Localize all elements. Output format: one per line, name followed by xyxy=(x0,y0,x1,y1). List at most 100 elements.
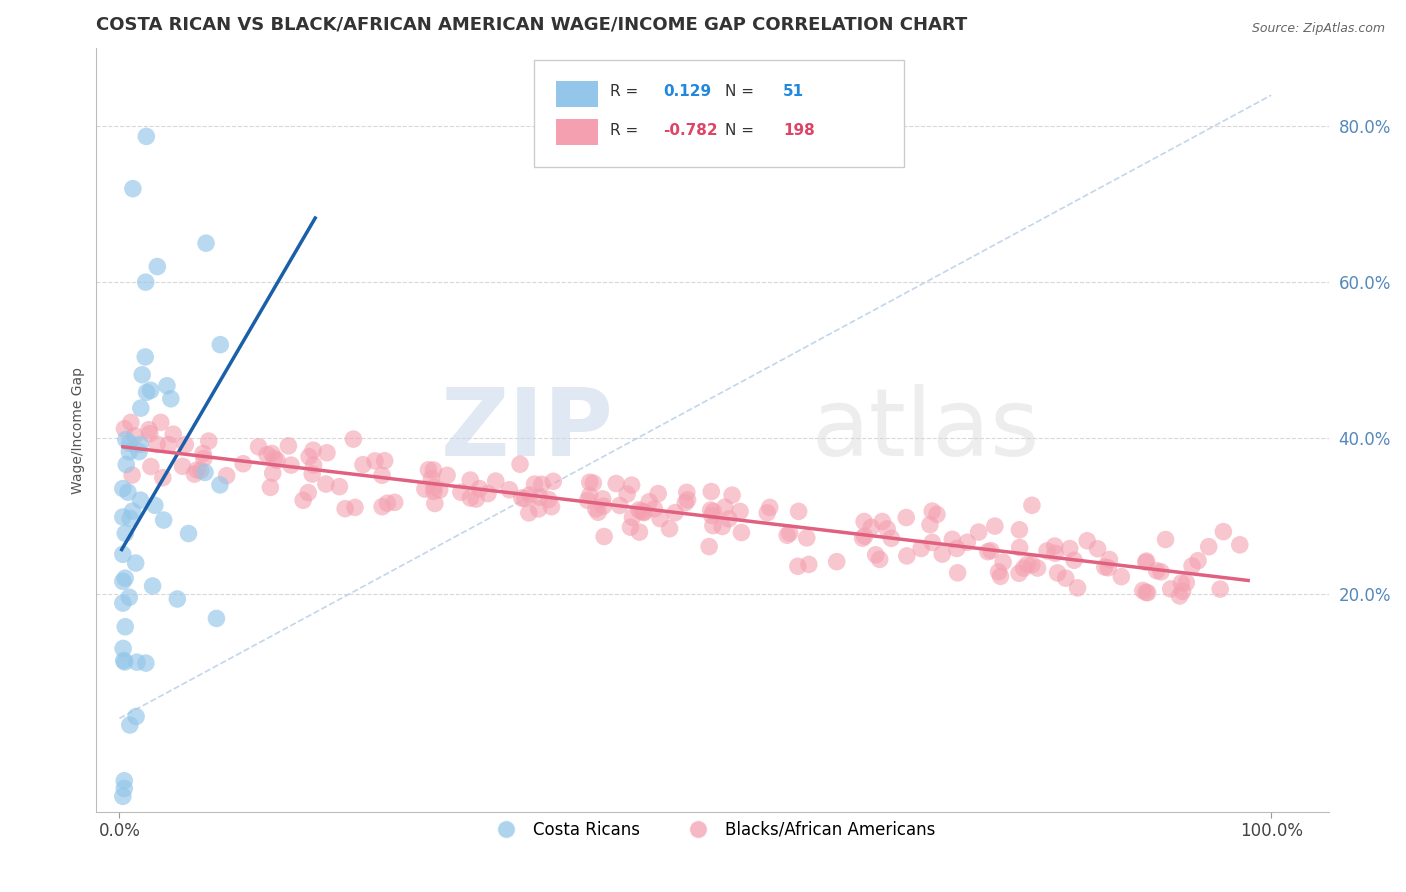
Point xyxy=(1087,541,1109,556)
Point xyxy=(643,501,665,516)
Point xyxy=(537,492,560,507)
Point xyxy=(896,549,918,563)
Point xyxy=(1043,546,1066,560)
Point xyxy=(510,491,533,505)
Point xyxy=(333,501,356,516)
Point xyxy=(205,611,228,625)
Point xyxy=(776,528,799,542)
Point xyxy=(758,500,780,515)
Text: -0.782: -0.782 xyxy=(664,122,718,137)
Point xyxy=(987,565,1010,579)
Point xyxy=(498,483,520,497)
Point xyxy=(648,511,671,525)
Point xyxy=(174,438,197,452)
Point xyxy=(700,484,723,499)
Point xyxy=(193,451,215,466)
Point xyxy=(195,236,218,251)
Point xyxy=(256,448,278,462)
Text: N =: N = xyxy=(725,122,759,137)
Point xyxy=(529,490,551,504)
Point xyxy=(352,458,374,472)
Point xyxy=(865,548,887,562)
Point xyxy=(586,505,609,519)
Point xyxy=(247,440,270,454)
Text: R =: R = xyxy=(610,122,644,137)
Point xyxy=(315,477,337,491)
Point xyxy=(209,337,232,351)
Point xyxy=(190,463,212,477)
Point xyxy=(1026,561,1049,575)
Point xyxy=(114,620,136,634)
Point xyxy=(423,480,446,494)
Point xyxy=(921,504,943,518)
Point xyxy=(114,433,136,447)
Point xyxy=(142,579,165,593)
Point xyxy=(658,522,681,536)
Point xyxy=(582,476,605,491)
Point xyxy=(1046,566,1069,580)
Point xyxy=(111,789,134,804)
Point xyxy=(721,488,744,502)
Point xyxy=(977,544,1000,558)
Point xyxy=(215,468,238,483)
Point xyxy=(1187,554,1209,568)
Point xyxy=(620,478,643,492)
Point xyxy=(786,559,808,574)
Point xyxy=(156,378,179,392)
Point xyxy=(191,446,214,460)
Point xyxy=(134,350,156,364)
Point xyxy=(853,529,876,543)
Point xyxy=(946,566,969,580)
Point xyxy=(146,260,169,274)
Point xyxy=(1132,583,1154,598)
Point xyxy=(111,482,134,496)
Point xyxy=(1094,560,1116,574)
Point xyxy=(120,511,142,525)
Point xyxy=(1160,582,1182,596)
Point xyxy=(280,458,302,472)
Point xyxy=(114,655,136,669)
Point xyxy=(302,458,325,472)
Point xyxy=(371,500,394,514)
Point xyxy=(1135,555,1157,569)
Point xyxy=(111,596,134,610)
Point xyxy=(628,525,651,540)
Point xyxy=(135,385,157,400)
Point xyxy=(124,556,146,570)
Point xyxy=(880,531,903,545)
Point xyxy=(921,535,943,549)
Point xyxy=(112,654,135,668)
Point xyxy=(1168,589,1191,603)
Point xyxy=(277,439,299,453)
Point xyxy=(1066,581,1088,595)
Point xyxy=(377,496,399,510)
Point xyxy=(578,488,600,502)
Point xyxy=(1012,561,1035,575)
Point xyxy=(592,491,614,506)
Point xyxy=(1170,576,1192,591)
Point xyxy=(450,485,472,500)
Point xyxy=(429,483,451,497)
Point xyxy=(292,493,315,508)
Point xyxy=(422,463,444,477)
Point xyxy=(1229,538,1251,552)
Point xyxy=(423,484,446,499)
Point xyxy=(114,571,136,585)
Point xyxy=(852,531,875,545)
Point xyxy=(673,496,696,510)
Point xyxy=(115,458,138,472)
Point xyxy=(157,437,180,451)
Text: Source: ZipAtlas.com: Source: ZipAtlas.com xyxy=(1251,22,1385,36)
Point xyxy=(853,515,876,529)
Point xyxy=(122,182,145,196)
Point xyxy=(1008,541,1031,555)
Point xyxy=(523,477,546,491)
Point xyxy=(1150,565,1173,579)
FancyBboxPatch shape xyxy=(555,120,598,145)
Point xyxy=(756,506,779,520)
Point xyxy=(540,500,562,514)
Point xyxy=(112,641,135,656)
Point xyxy=(125,655,148,669)
Point xyxy=(1135,585,1157,599)
Point xyxy=(925,508,948,522)
